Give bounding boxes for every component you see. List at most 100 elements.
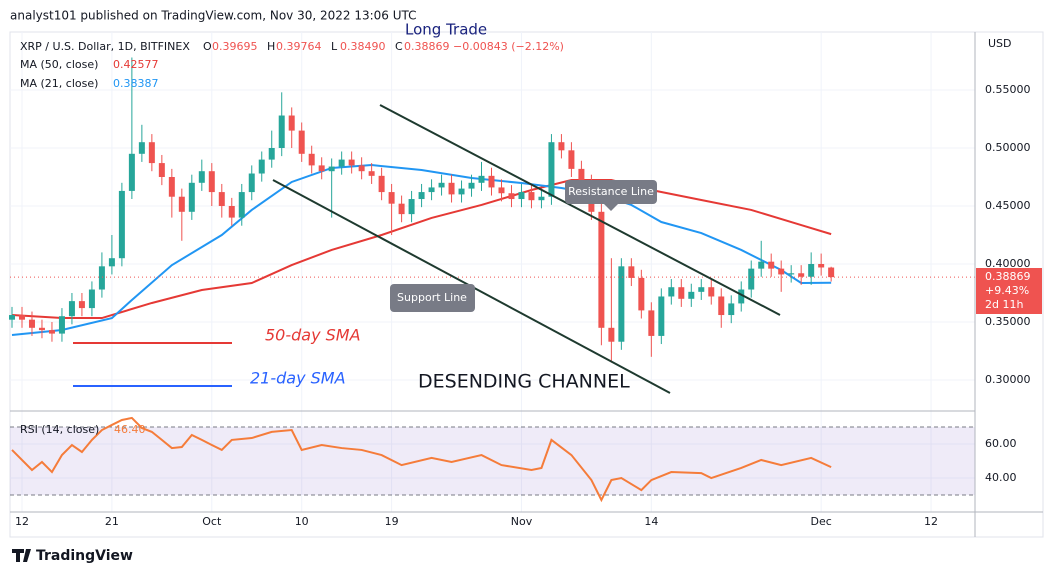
candle-body	[578, 168, 585, 183]
candle-body	[398, 203, 405, 215]
candle-body	[378, 175, 385, 193]
ohlc-value: 0.38490	[340, 40, 386, 53]
ohlc-value: 0.39764	[276, 40, 322, 53]
candle-body	[208, 171, 215, 193]
ohlc-value: 0.38869	[404, 40, 450, 53]
x-tick-label: 21	[105, 515, 119, 528]
candle-body	[358, 165, 365, 172]
ma21-legend: MA (21, close)	[20, 77, 98, 90]
x-tick-label: 14	[644, 515, 658, 528]
candle-body	[728, 303, 735, 316]
candle-body	[258, 159, 265, 174]
candle-body	[608, 327, 615, 342]
annotation-support: Support Line	[397, 291, 467, 304]
grid	[10, 32, 975, 512]
candle-body	[818, 264, 825, 268]
x-tick-label: Nov	[511, 515, 533, 528]
last-price-box	[976, 268, 1042, 314]
annotation-sma50: 50-day SMA	[265, 326, 361, 345]
y-tick-label: 0.45000	[985, 199, 1031, 212]
channel-upper-line	[379, 104, 781, 316]
footer: TradingView	[36, 548, 133, 564]
candle-body	[318, 165, 325, 172]
candle-body	[738, 289, 745, 304]
candle-body	[228, 206, 235, 218]
candle-body	[98, 266, 105, 290]
candle-body	[668, 287, 675, 297]
last-price: 0.38869	[985, 270, 1031, 283]
candle-body	[68, 301, 75, 317]
candle-body	[448, 182, 455, 195]
line	[11, 416, 832, 503]
x-tick-label: 19	[385, 515, 399, 528]
y-tick-label: 0.50000	[985, 141, 1031, 154]
x-tick-label: 12	[924, 515, 938, 528]
candle-body	[158, 163, 165, 177]
candle-body	[188, 182, 195, 212]
x-tick-label: Oct	[202, 515, 222, 528]
line	[11, 179, 832, 320]
candle-body	[148, 142, 155, 164]
candle-body	[408, 199, 415, 215]
candle-body	[268, 148, 275, 160]
ohlc-key: L	[331, 40, 338, 53]
candle-body	[328, 166, 335, 172]
candle-body	[798, 273, 805, 277]
candle-body	[718, 296, 725, 316]
candle-body	[168, 177, 175, 197]
candle-body	[78, 301, 85, 309]
candle-body	[348, 159, 355, 166]
chart-frame	[9, 31, 1044, 538]
candle-body	[338, 159, 345, 167]
candle-body	[248, 173, 255, 193]
annotation-resistance: Resistance Line	[568, 185, 654, 198]
candle-body	[488, 175, 495, 188]
candle-body	[128, 153, 135, 191]
line	[11, 164, 832, 336]
candle-body	[698, 287, 705, 292]
ohlc-legend: O 0.39695 H 0.39764 L 0.38490 C 0.38869 −0.00843…	[203, 40, 564, 53]
candle-body	[388, 192, 395, 204]
candle-body	[518, 192, 525, 200]
support-label-box	[390, 284, 475, 312]
candle-body	[648, 310, 655, 336]
y-tick-label: 0.30000	[985, 373, 1031, 386]
y-tick-label: 0.40000	[985, 257, 1031, 270]
candle-body	[828, 267, 835, 278]
header: analyst101 published on TradingView.com,…	[10, 9, 417, 23]
ohlc-key: O	[203, 40, 212, 53]
annotation-sma21: 21-day SMA	[250, 369, 346, 388]
candle-body	[28, 319, 35, 328]
candle-body	[18, 315, 25, 320]
candle-body	[758, 261, 765, 269]
candle-body	[8, 315, 15, 320]
candle-body	[468, 182, 475, 189]
candle-body	[478, 175, 485, 183]
candle-body	[178, 196, 185, 212]
candle-body	[428, 187, 435, 193]
ohlc-key: H	[267, 40, 275, 53]
candle-body	[288, 115, 295, 131]
candle-body	[598, 211, 605, 328]
x-tick-label: 12	[15, 515, 29, 528]
x-tick-label: 10	[295, 515, 309, 528]
symbol-legend: XRP / U.S. Dollar, 1D, BITFINEX	[20, 40, 190, 53]
candle-body	[278, 115, 285, 148]
candle-body	[528, 192, 535, 201]
rsi-legend-value: 46.40	[114, 423, 146, 436]
candle-body	[108, 258, 115, 267]
ohlc-value: 0.39695	[212, 40, 258, 53]
candle-body	[218, 192, 225, 206]
last-change: +9.43%	[985, 284, 1029, 297]
ma50-legend: MA (50, close)	[20, 58, 98, 71]
candle-body	[438, 182, 445, 188]
change: −0.00843 (−2.12%)	[453, 40, 564, 53]
annotation-channel: DESENDING CHANNEL	[418, 371, 630, 393]
candle-body	[198, 171, 205, 183]
candle-body	[58, 316, 65, 334]
y-tick-label: 60.00	[985, 437, 1017, 450]
candle-body	[418, 192, 425, 200]
candle-body	[688, 291, 695, 299]
candle-body	[628, 266, 635, 278]
candle-body	[138, 142, 145, 154]
